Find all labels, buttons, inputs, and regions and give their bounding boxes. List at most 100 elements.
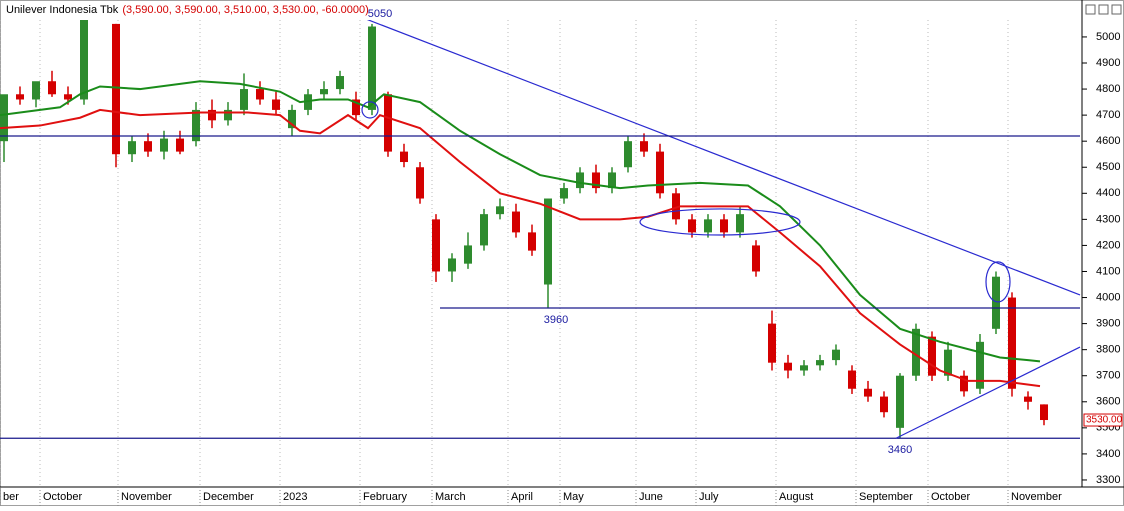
y-tick-label: 3600 <box>1096 396 1120 408</box>
candle-body <box>176 138 184 152</box>
highlight-ellipse <box>361 101 379 119</box>
moving-average <box>0 80 1041 363</box>
candle-body <box>832 349 840 361</box>
candle-body <box>128 141 136 155</box>
y-tick-label: 4500 <box>1096 161 1120 173</box>
candle-body <box>528 232 536 251</box>
candle-body <box>512 211 520 233</box>
candle-body <box>560 188 568 199</box>
candle-body <box>224 109 232 121</box>
window-button[interactable] <box>1085 4 1096 15</box>
candle-body <box>736 214 744 233</box>
candle-body <box>800 365 808 371</box>
candle-body <box>16 94 24 100</box>
x-tick-label: December <box>203 491 254 503</box>
moving-average <box>0 108 1041 388</box>
candle-body <box>960 375 968 392</box>
candle-body <box>912 328 920 376</box>
candle-body <box>48 81 56 95</box>
candle-body <box>160 138 168 152</box>
candle-body <box>416 167 424 199</box>
plot-area <box>0 20 1081 487</box>
candle-body <box>400 151 408 163</box>
candle-body <box>192 109 200 142</box>
candle-body <box>0 94 8 142</box>
last-price-tag <box>1083 413 1123 427</box>
candle-body <box>112 23 120 155</box>
x-tick-label: August <box>779 491 813 503</box>
x-tick-label: November <box>121 491 172 503</box>
y-tick-label: 4100 <box>1096 265 1120 277</box>
y-tick-label: 3900 <box>1096 318 1120 330</box>
candle-body <box>144 141 152 152</box>
y-tick-label: 3700 <box>1096 370 1120 382</box>
candle-body <box>656 151 664 194</box>
candle-body <box>80 20 88 100</box>
x-tick-label: ber <box>3 491 19 503</box>
y-tick-label: 3300 <box>1096 474 1120 486</box>
candle-body <box>544 198 552 285</box>
candle-body <box>496 206 504 215</box>
highlight-ellipse <box>639 208 801 236</box>
candle-body <box>672 193 680 220</box>
x-tick-label: October <box>931 491 970 503</box>
candle-body <box>320 89 328 95</box>
y-tick-label: 5000 <box>1096 31 1120 43</box>
y-tick-label: 4200 <box>1096 239 1120 251</box>
candle-body <box>640 141 648 152</box>
candle-body <box>272 99 280 110</box>
peak-label: 5050 <box>368 8 392 20</box>
window-button[interactable] <box>1111 4 1122 15</box>
y-tick-label: 4000 <box>1096 291 1120 303</box>
candle-body <box>448 258 456 272</box>
candle-body <box>464 245 472 264</box>
candle-body <box>624 141 632 168</box>
candle-body <box>240 89 248 110</box>
y-tick-label: 3800 <box>1096 344 1120 356</box>
candle-body <box>944 349 952 376</box>
candle-body <box>688 219 696 233</box>
candle-body <box>928 336 936 376</box>
x-tick-label: March <box>435 491 466 503</box>
x-tick-label: July <box>699 491 719 503</box>
candle-body <box>32 81 40 100</box>
candle-body <box>720 219 728 233</box>
last-price-label: 3530.00 <box>1086 415 1123 426</box>
y-tick-label: 4300 <box>1096 213 1120 225</box>
candle-body <box>1024 396 1032 402</box>
y-tick-label: 4700 <box>1096 109 1120 121</box>
candle-body <box>592 172 600 189</box>
y-tick-label: 4600 <box>1096 135 1120 147</box>
x-tick-label: April <box>511 491 533 503</box>
candle-body <box>64 94 72 100</box>
candle-body <box>368 26 376 110</box>
candle-body <box>768 323 776 363</box>
candle-body <box>752 245 760 272</box>
ohlc-label: (3,590.00, 3,590.00, 3,510.00, 3,530.00,… <box>122 4 368 16</box>
highlight-ellipse <box>985 261 1011 303</box>
y-tick-label: 3400 <box>1096 448 1120 460</box>
x-tick-label: November <box>1011 491 1062 503</box>
candle-body <box>480 214 488 246</box>
candle-body <box>864 388 872 397</box>
candle-body <box>992 276 1000 329</box>
candle-body <box>848 370 856 389</box>
candle-body <box>352 99 360 116</box>
x-tick-label: October <box>43 491 82 503</box>
candle-body <box>384 94 392 152</box>
x-tick-label: February <box>363 491 408 503</box>
y-tick-label: 4800 <box>1096 83 1120 95</box>
candle-body <box>816 360 824 366</box>
candle-body <box>304 94 312 110</box>
x-tick-label: 2023 <box>283 491 307 503</box>
candle-body <box>208 109 216 121</box>
window-button[interactable] <box>1098 4 1109 15</box>
y-tick-label: 4400 <box>1096 187 1120 199</box>
candle-body <box>976 341 984 389</box>
peak-label: 3460 <box>888 444 912 456</box>
candle-body <box>432 219 440 272</box>
candle-body <box>896 375 904 428</box>
candle-body <box>288 109 296 129</box>
